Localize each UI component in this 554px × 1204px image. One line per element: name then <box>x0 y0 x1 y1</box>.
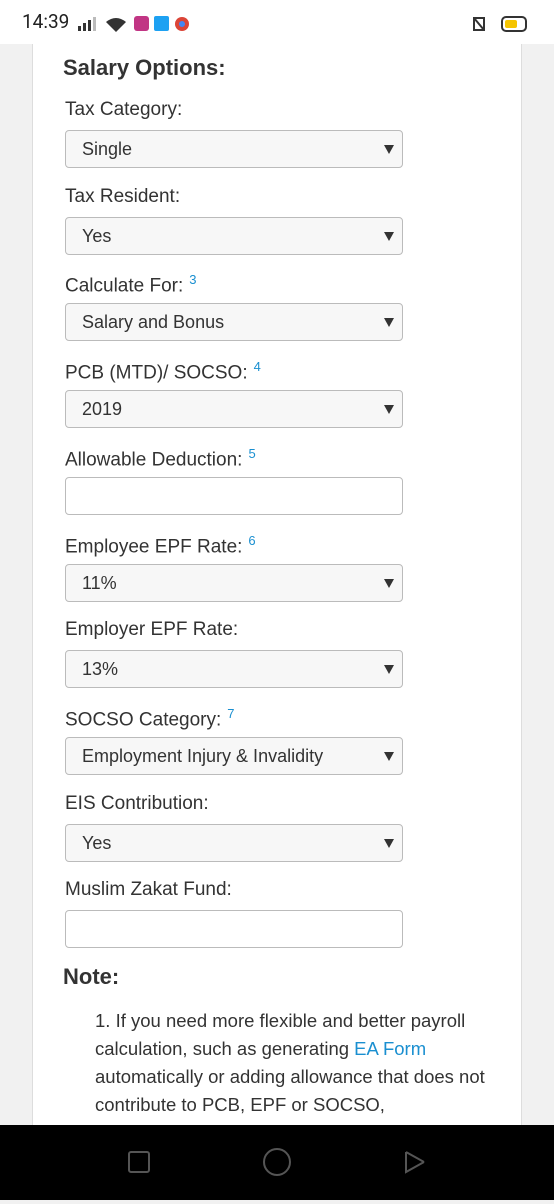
select[interactable]: 13% <box>65 650 403 689</box>
recent-button[interactable] <box>128 1151 150 1173</box>
field-label: Tax Resident: <box>65 186 180 208</box>
select[interactable]: Employment Injury & Invalidity <box>65 736 403 775</box>
label-text: Calculate For: <box>65 275 184 297</box>
dropdown-arrow <box>384 405 394 415</box>
label-text: Allowable Deduction: <box>65 449 243 471</box>
field-label: SOCSO Category: 7 <box>65 706 235 731</box>
text-input[interactable] <box>65 476 403 515</box>
status-right-icons <box>473 16 527 32</box>
label-text: PCB (MTD)/ SOCSO: <box>65 362 248 384</box>
footnote-link[interactable]: 4 <box>253 359 261 375</box>
note-link[interactable]: EA Form <box>354 1038 427 1059</box>
label-text: Tax Resident: <box>65 185 181 207</box>
back-button[interactable] <box>405 1151 425 1174</box>
label-text: Employer EPF Rate: <box>65 619 239 641</box>
field-label: Employee EPF Rate: 6 <box>65 533 256 558</box>
field-label: Employer EPF Rate: <box>65 619 238 641</box>
select-value: 11% <box>82 572 117 593</box>
select[interactable]: 11% <box>65 563 403 602</box>
select-value: Salary and Bonus <box>82 312 225 333</box>
note-text: If you need more flexible and better pay… <box>95 1010 466 1059</box>
label-text: SOCSO Category: <box>65 709 222 731</box>
label-text: Employee EPF Rate: <box>65 535 243 557</box>
note-item: 1. If you need more flexible and better … <box>95 1007 500 1119</box>
dropdown-arrow <box>384 318 394 328</box>
field-label: Calculate For: 3 <box>65 272 197 297</box>
select-value: 2019 <box>82 399 123 420</box>
select[interactable]: Single <box>65 130 403 168</box>
label-text: EIS Contribution: <box>65 792 209 814</box>
form-title: Salary Options: <box>63 55 226 80</box>
footnote-link[interactable]: 3 <box>189 272 197 288</box>
select[interactable]: 2019 <box>65 390 403 429</box>
dropdown-arrow <box>384 665 394 675</box>
select-value: Yes <box>82 832 112 853</box>
nav-icons <box>128 1148 425 1176</box>
dropdown-arrow <box>384 231 394 241</box>
field-label: PCB (MTD)/ SOCSO: 4 <box>65 359 261 384</box>
dropdown-arrow <box>384 751 394 761</box>
dropdown-arrow <box>384 838 394 848</box>
clock: 14:39 <box>22 10 70 33</box>
dropdown-arrow <box>384 578 394 588</box>
select[interactable]: Yes <box>65 823 403 862</box>
note-number: 1. <box>95 1010 111 1031</box>
select-value: Yes <box>82 225 112 246</box>
select[interactable]: Yes <box>65 216 403 255</box>
home-button[interactable] <box>263 1148 291 1176</box>
nav-bar <box>0 1125 554 1200</box>
select-value: Single <box>82 139 133 159</box>
field-label: EIS Contribution: <box>65 793 209 815</box>
note-text: automatically or adding allowance that d… <box>95 1066 485 1115</box>
footnote-link[interactable]: 7 <box>227 705 235 721</box>
field-label: Muslim Zakat Fund: <box>65 879 232 901</box>
note-title: Note: <box>63 964 120 989</box>
select[interactable]: Salary and Bonus <box>65 303 403 342</box>
label-text: Muslim Zakat Fund: <box>65 879 232 901</box>
status-icons <box>78 16 189 32</box>
select-value: 13% <box>82 659 119 680</box>
dropdown-arrow <box>384 145 394 154</box>
footnote-link[interactable]: 5 <box>248 445 256 461</box>
footnote-link[interactable]: 6 <box>248 532 256 548</box>
status-bar: 14:39 <box>0 0 554 44</box>
select-value: Employment Injury & Invalidity <box>82 745 324 766</box>
text-input[interactable] <box>65 910 403 949</box>
field-label: Tax Category: <box>65 99 182 121</box>
label-text: Tax Category: <box>65 99 183 120</box>
field-label: Allowable Deduction: 5 <box>65 446 256 471</box>
